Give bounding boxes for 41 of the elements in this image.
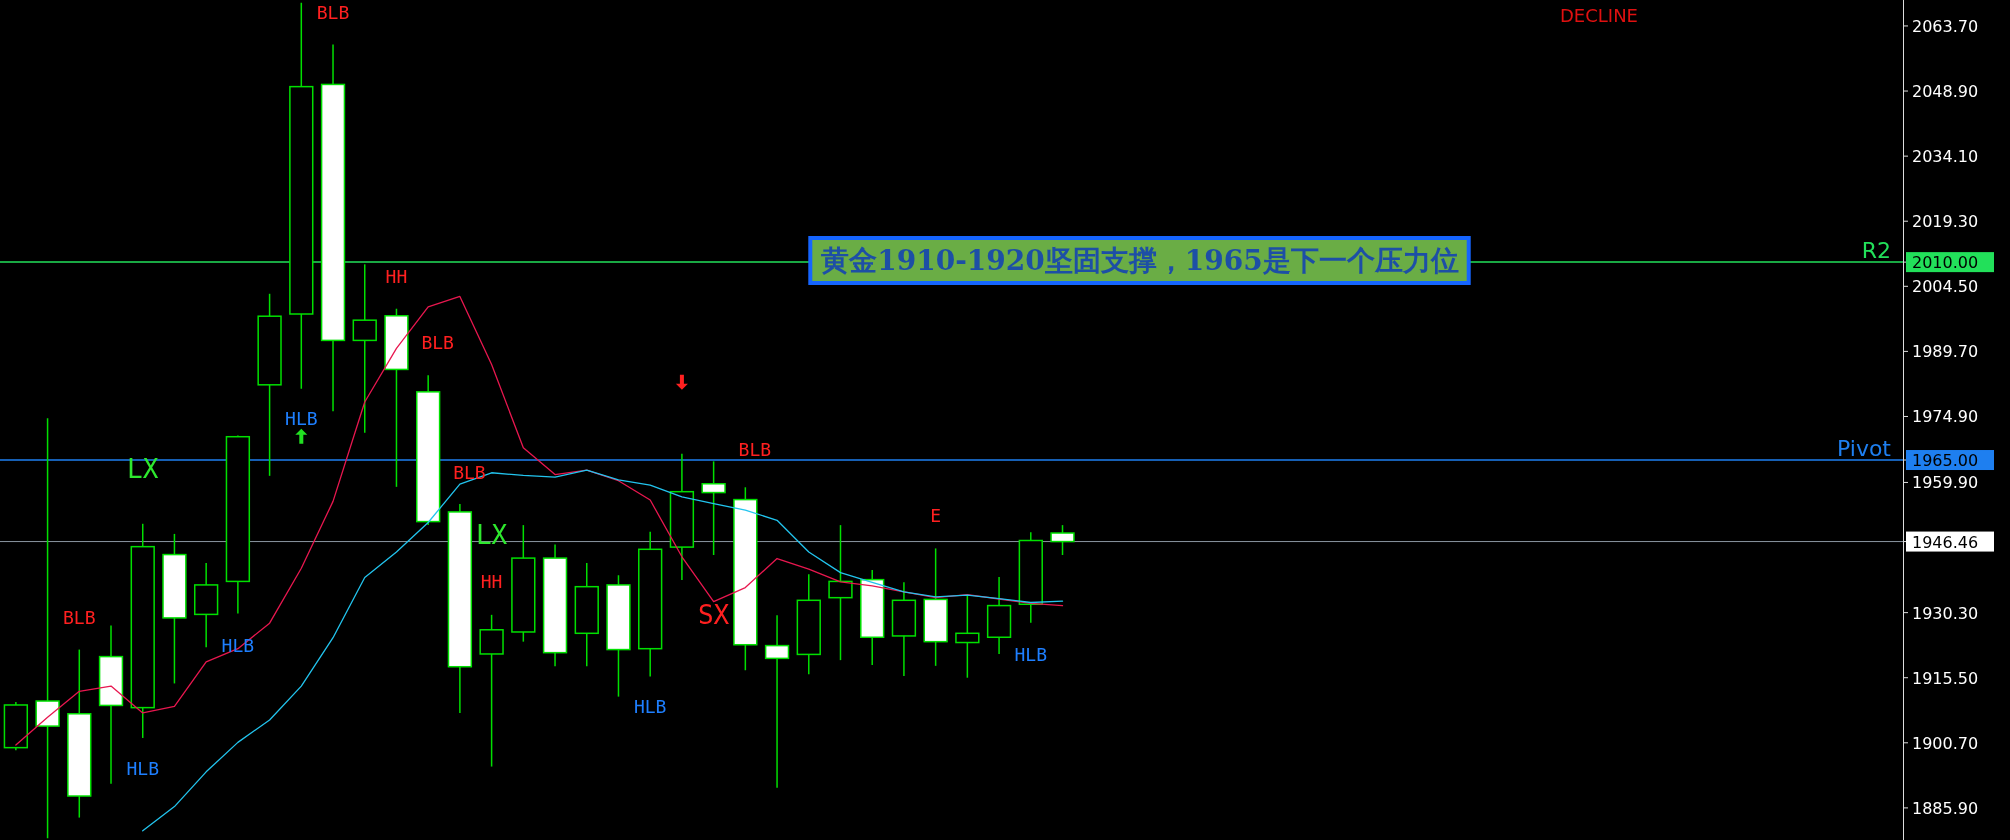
text: DECLINE — [1560, 5, 1638, 26]
y-tick-label: 1915.50 — [1912, 668, 1979, 688]
y-tick-label: 2019.30 — [1912, 212, 1979, 232]
y-tick-label: 2010.00 — [1912, 253, 1979, 273]
annotation: 黄金1910-1920坚固支撑，1965是下一个压力位 — [820, 244, 1459, 277]
annotation: SX — [697, 600, 730, 631]
y-tick-label: 1989.70 — [1912, 342, 1979, 362]
y-tick-label: 1885.90 — [1912, 798, 1979, 818]
y-tick-label: 1900.70 — [1912, 733, 1979, 753]
y-tick-label: 1946.46 — [1912, 532, 1979, 552]
annotation: BLB — [421, 332, 454, 354]
annotation: E — [930, 504, 942, 526]
y-tick-label: 2048.90 — [1912, 82, 1979, 102]
annotation: BLB — [738, 439, 772, 461]
annotation: HLB — [126, 757, 159, 779]
candlestick — [955, 595, 980, 679]
annotation: HLB — [1014, 643, 1048, 665]
line-series — [15, 295, 1064, 746]
y-tick-label: 1974.90 — [1912, 407, 1979, 427]
candlestick — [352, 263, 377, 434]
y-tick-label: 2034.10 — [1912, 147, 1979, 167]
annotation: BLB — [453, 461, 486, 483]
y-tick-label: 1965.00 — [1912, 451, 1979, 471]
candlestick — [1050, 524, 1075, 556]
annotation: BLB — [63, 607, 96, 629]
y-tick-label: 1959.90 — [1912, 473, 1979, 493]
annotation: HLB — [285, 408, 318, 430]
candlestick — [35, 417, 60, 839]
ref-line-label: R2 — [1861, 238, 1891, 264]
y-tick-label: 2063.70 — [1912, 16, 1979, 36]
y-tick-label: 1930.30 — [1912, 603, 1979, 623]
ref-line-label: Pivot — [1836, 436, 1892, 462]
annotation: HH — [385, 266, 408, 288]
y-tick-label: 2004.50 — [1912, 277, 1979, 297]
annotation: HLB — [633, 696, 667, 718]
candlestick — [701, 460, 726, 556]
candlestick — [828, 524, 853, 661]
candlestick — [764, 614, 790, 789]
annotation: HH — [480, 570, 503, 592]
annotation: BLB — [316, 1, 350, 23]
annotation: LX — [127, 453, 159, 484]
